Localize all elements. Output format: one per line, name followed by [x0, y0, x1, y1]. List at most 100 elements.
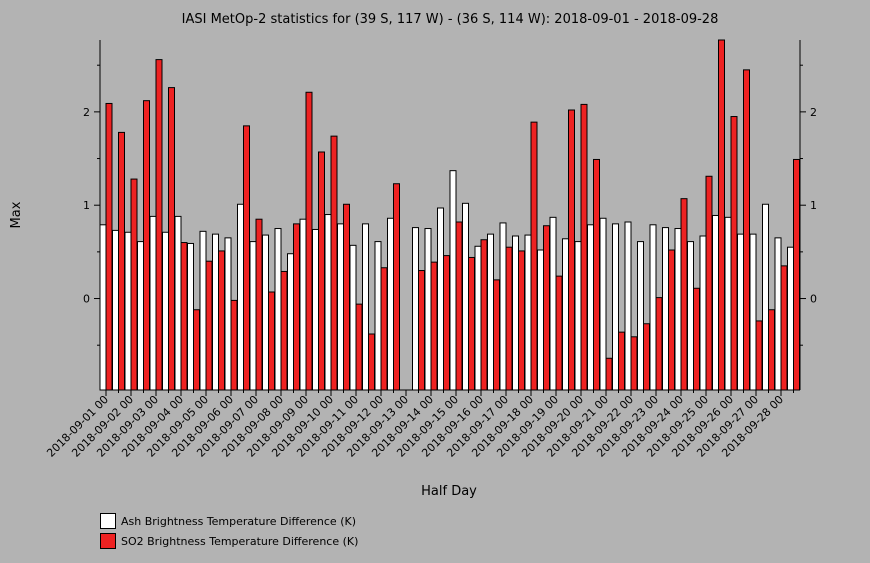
- so2-bar-14: [280, 270, 288, 391]
- so2-bar-8: [205, 260, 213, 391]
- so2-bar-30: [480, 239, 488, 391]
- legend-label-so2: SO2 Brightness Temperature Difference (K…: [121, 534, 359, 548]
- y-tick-label-right: 2: [810, 106, 817, 119]
- so2-bar-11: [243, 125, 250, 391]
- so2-bar-47: [693, 287, 700, 391]
- ash-bar-12: [249, 241, 257, 391]
- legend-item-so2: SO2 Brightness Temperature Difference (K…: [100, 533, 358, 549]
- ash-bar-7: [187, 242, 194, 391]
- ash-bar-32: [499, 222, 507, 391]
- ash-bar-4: [149, 215, 157, 391]
- ash-bar-45: [662, 227, 669, 391]
- ash-bar-9: [212, 233, 219, 391]
- ash-bar-33: [512, 235, 519, 391]
- ash-bar-30: [474, 245, 482, 391]
- so2-bar-43: [643, 323, 650, 391]
- ash-bar-17: [312, 228, 319, 391]
- ash-bar-11: [237, 203, 244, 391]
- so2-bar-37: [568, 109, 575, 391]
- so2-bar-51: [743, 69, 750, 391]
- so2-bar-28: [455, 221, 463, 391]
- ash-bar-2: [124, 231, 132, 391]
- ash-bar-55: [787, 246, 794, 391]
- so2-bar-13: [268, 291, 275, 391]
- ash-bar-54: [774, 237, 782, 391]
- ash-bar-44: [649, 224, 657, 391]
- ash-bar-42: [624, 221, 632, 391]
- so2-bar-49: [718, 39, 725, 391]
- so2-bar-55: [793, 158, 800, 391]
- ash-bar-29: [462, 202, 469, 391]
- so2-bar-44: [655, 297, 663, 391]
- so2-bar-0: [105, 102, 113, 391]
- y-tick-label-left: 2: [83, 106, 90, 119]
- so2-bar-32: [505, 246, 513, 391]
- ash-bar-36: [549, 216, 557, 391]
- ash-bar-28: [449, 170, 457, 391]
- so2-bar-21: [368, 333, 375, 391]
- ash-bar-38: [574, 241, 582, 391]
- so2-bar-7: [193, 309, 200, 391]
- ash-bar-52: [749, 233, 757, 391]
- y-tick-label-left: 0: [83, 293, 90, 306]
- so2-bar-35: [543, 225, 550, 391]
- ash-bar-14: [274, 228, 282, 391]
- so2-bar-10: [230, 299, 238, 391]
- ash-bar-23: [387, 217, 394, 391]
- so2-bar-52: [755, 320, 763, 391]
- y-tick-label-left: 1: [83, 199, 90, 212]
- so2-bar-20: [355, 303, 363, 391]
- ash-bar-49: [712, 214, 719, 391]
- so2-bar-27: [443, 255, 450, 391]
- so2-bar-18: [330, 135, 338, 391]
- so2-bar-41: [618, 331, 625, 391]
- ash-bar-10: [224, 237, 232, 391]
- chart-title: IASI MetOp-2 statistics for (39 S, 117 W…: [182, 12, 719, 27]
- ash-bar-18: [324, 214, 332, 391]
- so2-bar-29: [468, 256, 475, 391]
- ash-bar-34: [524, 234, 532, 391]
- ash-bar-51: [737, 233, 744, 391]
- so2-bar-12: [255, 218, 263, 391]
- legend-swatch-ash: [100, 513, 116, 529]
- so2-bar-2: [130, 178, 138, 391]
- y-axis-ticks: 0 0 1 1 2 2: [83, 64, 817, 346]
- legend-label-ash: Ash Brightness Temperature Difference (K…: [121, 514, 356, 528]
- so2-bar-42: [630, 336, 638, 391]
- so2-bar-53: [768, 309, 775, 391]
- so2-bar-5: [168, 87, 175, 391]
- ash-bar-41: [612, 223, 619, 391]
- ash-bar-31: [487, 233, 494, 391]
- so2-bar-46: [680, 198, 688, 391]
- so2-bar-15: [293, 223, 300, 391]
- so2-bar-17: [318, 151, 325, 391]
- bars-group: [99, 39, 800, 391]
- ash-bar-37: [562, 238, 569, 391]
- so2-bar-38: [580, 103, 588, 391]
- so2-bar-39: [593, 158, 600, 391]
- ash-bar-25: [412, 227, 419, 391]
- so2-bar-25: [418, 270, 425, 391]
- ash-bar-48: [699, 235, 707, 391]
- y-axis-label: Max: [9, 201, 24, 228]
- ash-bar-0: [99, 224, 107, 391]
- so2-bar-22: [380, 267, 388, 391]
- ash-bar-15: [287, 253, 294, 391]
- y-tick-label-right: 0: [810, 293, 817, 306]
- so2-bar-34: [530, 121, 538, 391]
- ash-bar-40: [599, 217, 607, 391]
- so2-bar-16: [305, 91, 313, 391]
- ash-bar-8: [199, 230, 207, 391]
- so2-bar-4: [155, 59, 163, 391]
- so2-bar-33: [518, 250, 525, 391]
- so2-bar-31: [493, 279, 500, 391]
- so2-bar-45: [668, 249, 675, 391]
- so2-bar-23: [393, 183, 400, 391]
- ash-bar-50: [724, 216, 732, 391]
- ash-bar-35: [537, 249, 544, 391]
- legend-item-ash: Ash Brightness Temperature Difference (K…: [100, 513, 356, 529]
- ash-bar-53: [762, 203, 769, 391]
- ash-bar-16: [299, 218, 307, 391]
